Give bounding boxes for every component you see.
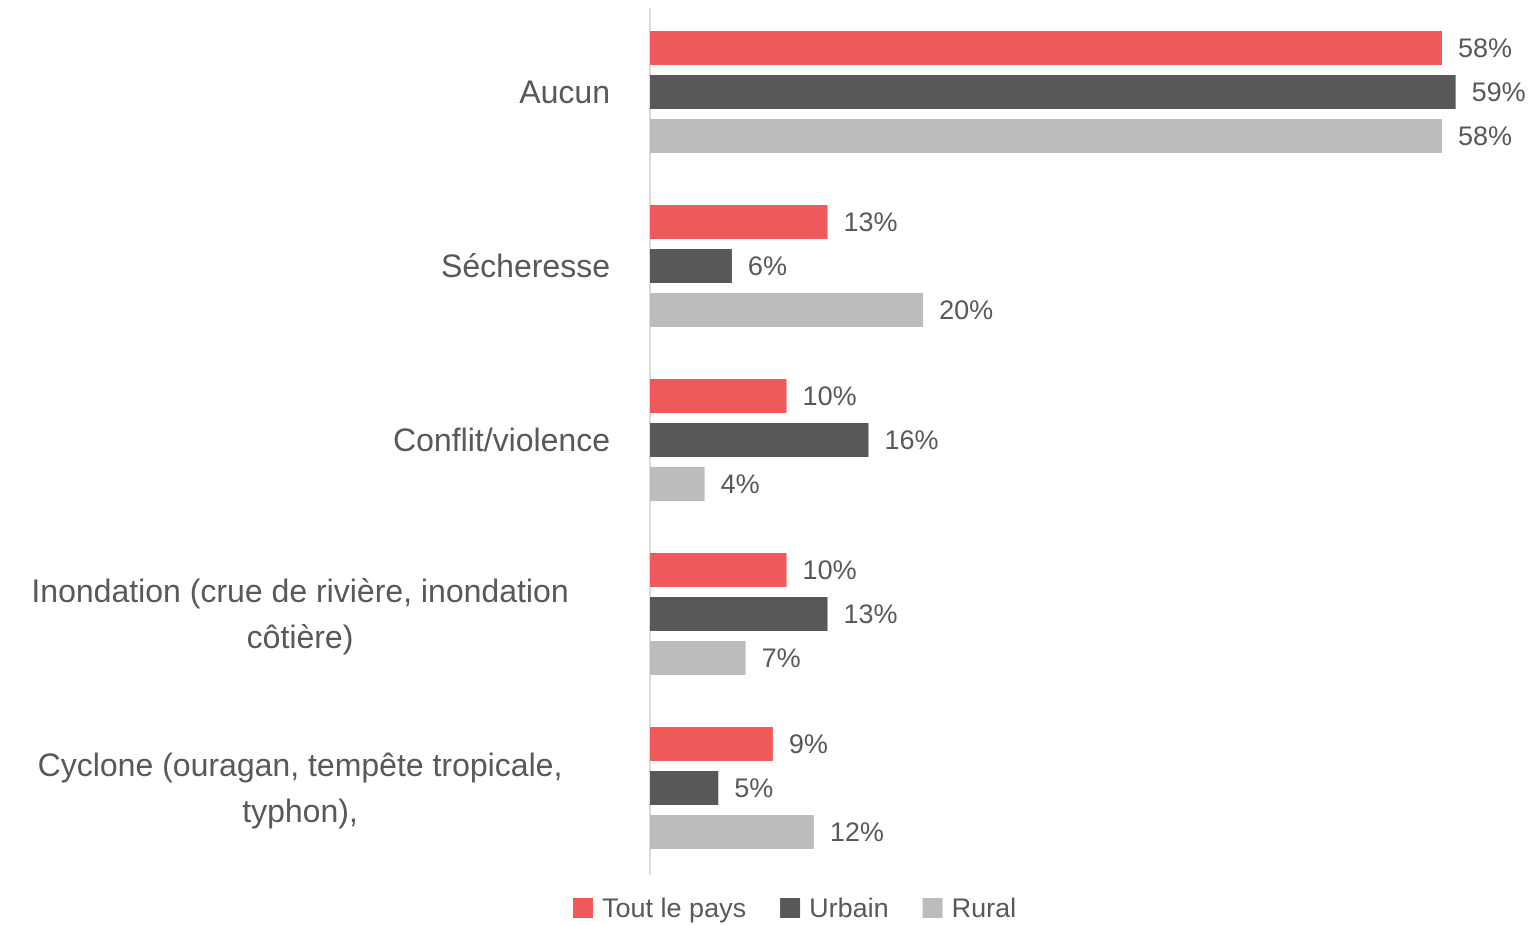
bar <box>650 75 1456 109</box>
bar <box>650 467 705 501</box>
value-label: 10% <box>803 381 857 411</box>
value-label: 16% <box>884 425 938 455</box>
bar <box>650 205 828 239</box>
bar <box>650 771 719 805</box>
legend-swatch <box>573 898 593 918</box>
value-label: 59% <box>1472 77 1526 107</box>
value-label: 20% <box>939 295 993 325</box>
legend-label: Tout le pays <box>602 893 746 923</box>
legend-swatch <box>780 898 801 918</box>
bar <box>650 641 746 675</box>
category-label-box: Sécheresse <box>0 243 610 289</box>
category-label: Sécheresse <box>441 248 610 284</box>
value-label: 5% <box>734 773 773 803</box>
value-label: 4% <box>721 469 760 499</box>
category-label: Inondation (crue de rivière, inondation … <box>31 573 569 655</box>
legend-swatch <box>922 898 943 918</box>
bar <box>650 553 787 587</box>
category-label: Cyclone (ouragan, tempête tropicale, typ… <box>37 747 563 829</box>
bar <box>650 815 814 849</box>
bar <box>650 423 869 457</box>
category-label-box: Aucun <box>0 69 610 115</box>
category-label: Conflit/violence <box>393 422 610 458</box>
category-label-box: Conflit/violence <box>0 417 610 463</box>
value-label: 12% <box>830 817 884 847</box>
bar <box>650 597 828 631</box>
category-label: Aucun <box>519 74 610 110</box>
bar <box>650 727 773 761</box>
value-label: 6% <box>748 251 787 281</box>
value-label: 10% <box>803 555 857 585</box>
legend-label: Urbain <box>809 893 889 923</box>
bar <box>650 249 732 283</box>
bar <box>650 119 1442 153</box>
value-label: 9% <box>789 729 828 759</box>
value-label: 58% <box>1458 33 1512 63</box>
value-label: 58% <box>1458 121 1512 151</box>
legend-label: Rural <box>952 893 1017 923</box>
bar <box>650 31 1442 65</box>
value-label: 13% <box>844 599 898 629</box>
bar <box>650 293 924 327</box>
bar <box>650 379 787 413</box>
value-label: 13% <box>844 207 898 237</box>
category-label-box: Cyclone (ouragan, tempête tropicale, typ… <box>0 742 610 834</box>
value-label: 7% <box>762 643 801 673</box>
category-label-box: Inondation (crue de rivière, inondation … <box>0 568 610 660</box>
